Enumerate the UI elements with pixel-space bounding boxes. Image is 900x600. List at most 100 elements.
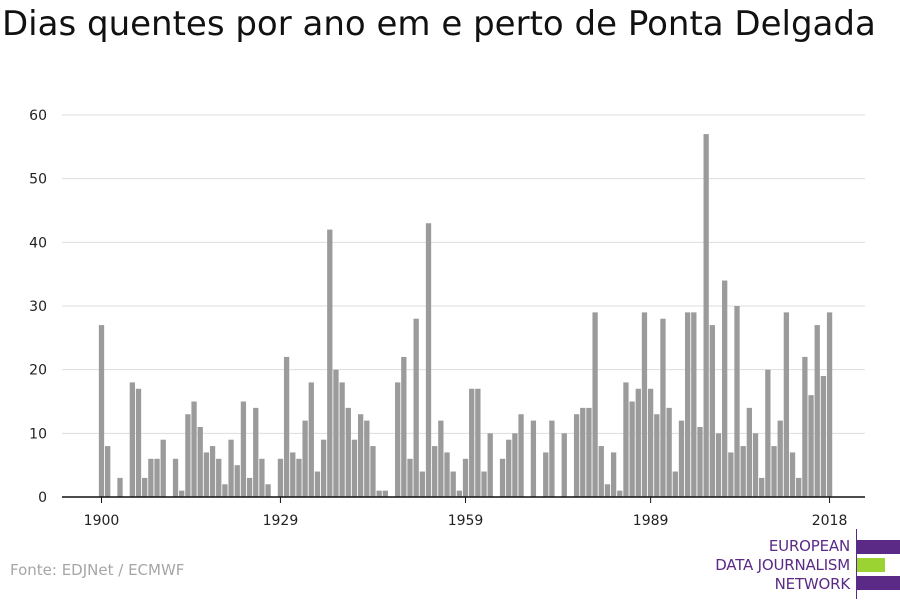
bar-1931 [290, 452, 296, 497]
bar-1983 [610, 452, 617, 497]
bar-1993 [672, 471, 678, 497]
bar-1980 [592, 312, 598, 497]
y-tick-label-10: 10 [29, 426, 47, 442]
bar-1991 [660, 318, 666, 497]
bar-1940 [345, 407, 351, 497]
logo-bar-top [857, 540, 900, 554]
bar-1925 [253, 407, 259, 497]
bar-1956 [444, 452, 450, 497]
y-tick-label-60: 60 [29, 108, 47, 124]
bar-2018 [826, 312, 833, 497]
bar-1989 [647, 388, 654, 497]
bar-1979 [586, 407, 592, 497]
x-axis-ticks: 1900 1929 1959 1989 2018 [84, 497, 848, 529]
bar-1934 [308, 382, 314, 497]
x-tick-label-1929: 1929 [263, 513, 299, 529]
bar-1919 [216, 458, 222, 497]
bar-2012 [789, 452, 796, 497]
bar-1990 [654, 414, 660, 497]
bar-1942 [357, 414, 364, 497]
bar-2013 [796, 477, 802, 497]
y-tick-label-30: 30 [29, 299, 47, 315]
bar-1936 [320, 439, 327, 497]
y-axis-ticks: 0 10 20 30 40 50 60 [29, 108, 47, 506]
bar-1952 [419, 471, 425, 497]
bar-1986 [629, 401, 635, 497]
bar-1950 [407, 458, 413, 497]
bar-1933 [302, 420, 308, 497]
bar-1912 [172, 458, 179, 497]
bar-1917 [203, 452, 210, 497]
source-note: Fonte: EDJNet / ECMWF [10, 561, 185, 579]
bar-2007 [759, 477, 765, 497]
bar-1937 [327, 229, 333, 497]
bar-2002 [728, 452, 734, 497]
bar-1966 [506, 439, 512, 497]
bar-1997 [697, 426, 703, 497]
bar-1946 [382, 490, 388, 497]
bar-2010 [777, 420, 783, 497]
bar-1927 [265, 484, 271, 497]
edjnet-logo: EUROPEAN DATA JOURNALISM NETWORK [700, 529, 900, 599]
bar-1906 [135, 388, 142, 497]
bar-1914 [185, 414, 191, 497]
bar-2000 [715, 433, 722, 497]
logo-text: EUROPEAN DATA JOURNALISM NETWORK [715, 537, 850, 594]
bar-1960 [469, 388, 475, 497]
bar-1963 [487, 433, 493, 497]
bar-1944 [370, 446, 376, 497]
bar-1954 [432, 446, 438, 497]
bar-1982 [604, 484, 611, 497]
bars [98, 134, 833, 497]
bar-2004 [740, 446, 746, 497]
bar-1932 [296, 458, 302, 497]
bar-1962 [481, 471, 487, 497]
bar-1958 [456, 490, 463, 497]
y-tick-label-0: 0 [38, 490, 47, 506]
chart-title: Dias quentes por ano em e perto de Ponta… [2, 4, 876, 44]
logo-line-1: EUROPEAN [768, 537, 850, 555]
bar-1939 [339, 382, 345, 497]
bar-1977 [573, 414, 580, 497]
bar-1915 [191, 401, 197, 497]
bar-1975 [561, 433, 567, 497]
bar-1970 [530, 420, 537, 497]
bar-1984 [617, 490, 623, 497]
bar-2011 [783, 312, 790, 497]
bar-2006 [752, 433, 759, 497]
bar-1953 [425, 223, 432, 497]
bar-1949 [401, 356, 407, 497]
bar-1967 [512, 433, 518, 497]
y-tick-label-20: 20 [29, 363, 47, 379]
bar-1973 [549, 420, 555, 497]
bar-1921 [228, 439, 234, 497]
x-tick-label-1989: 1989 [633, 513, 669, 529]
bar-1922 [234, 465, 240, 497]
bar-2014 [802, 356, 808, 497]
bar-1972 [543, 452, 549, 497]
bar-1985 [623, 382, 629, 497]
bar-1961 [475, 388, 481, 497]
bar-1930 [283, 356, 290, 497]
bar-1995 [685, 312, 691, 497]
bar-2009 [771, 446, 777, 497]
x-tick-label-1900: 1900 [84, 513, 120, 529]
x-tick-label-2018: 2018 [812, 513, 848, 529]
bar-1968 [518, 414, 524, 497]
bar-1929 [277, 458, 284, 497]
bar-2005 [746, 407, 752, 497]
bar-1935 [314, 471, 321, 497]
bar-1908 [148, 458, 154, 497]
bar-1948 [395, 382, 401, 497]
bar-1943 [364, 420, 370, 497]
bar-1924 [246, 477, 253, 497]
bar-2015 [808, 395, 814, 497]
y-tick-label-50: 50 [29, 172, 47, 188]
bar-1901 [105, 446, 111, 497]
logo-line-3: NETWORK [774, 575, 851, 593]
bar-1910 [160, 439, 166, 497]
bar-1938 [333, 369, 339, 497]
bar-2008 [765, 369, 771, 497]
bar-1926 [259, 458, 265, 497]
